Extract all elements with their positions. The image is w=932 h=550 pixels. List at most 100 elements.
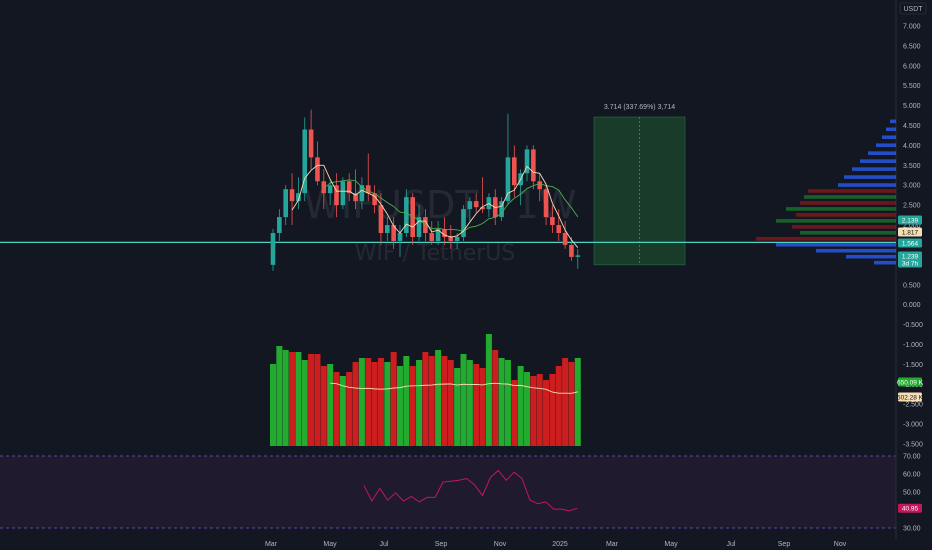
ma-slow-line: [323, 179, 579, 232]
volume-profile-bar: [852, 167, 896, 171]
volume-profile-bar: [816, 248, 896, 253]
time-tick-label: Jul: [727, 541, 736, 548]
price-tick-label: -3.500: [903, 442, 923, 449]
price-tick-label: 3.500: [903, 163, 921, 170]
time-tick-label: Sep: [435, 541, 448, 548]
volume-profile-bar: [800, 201, 896, 205]
volume-profile-bar: [868, 151, 896, 155]
volume-bar: [320, 366, 327, 446]
price-tick-label: 6.500: [903, 43, 921, 50]
time-tick-label: May: [323, 541, 337, 548]
volume-bar: [428, 356, 435, 446]
price-tick-label: 0.500: [903, 282, 921, 289]
candle-body: [429, 233, 435, 241]
volume-bar: [377, 358, 384, 446]
volume-bar: [339, 376, 346, 446]
candle-body: [327, 185, 333, 194]
candle-body: [543, 189, 549, 218]
volume-bar: [282, 350, 289, 446]
price-tick-label: 0.000: [903, 302, 921, 309]
volume-profile-bar: [882, 135, 896, 140]
volume-profile-bar: [800, 231, 896, 235]
volume-profile-bar: [796, 213, 896, 217]
volume-bar: [276, 346, 283, 446]
price-tag-label: 502.28 K: [897, 394, 924, 401]
candle-body: [499, 201, 504, 218]
price-tag: [898, 503, 922, 513]
candle-body: [372, 193, 377, 206]
volume-bar: [327, 364, 334, 446]
candle-body: [283, 189, 288, 218]
volume-ma-line: [330, 382, 578, 394]
candle-body: [448, 236, 454, 241]
volume-bar: [409, 366, 416, 446]
candle-body: [391, 225, 396, 241]
candle-body: [556, 225, 562, 234]
volume-bar: [517, 366, 524, 446]
volume-bar: [301, 360, 308, 446]
volume-profile-bar: [846, 254, 896, 259]
volume-profile-bar: [786, 207, 896, 211]
candle-body: [454, 236, 460, 241]
candle-body: [442, 229, 447, 237]
price-tick-label: 2.500: [903, 203, 921, 210]
currency-label: USDT: [903, 6, 923, 13]
candle-body: [486, 197, 492, 210]
volume-bar: [270, 364, 276, 446]
candle-body: [404, 197, 409, 234]
price-tag: [898, 227, 922, 237]
price-tag: [898, 251, 922, 261]
candle-body: [353, 193, 358, 202]
price-tag: [898, 258, 922, 268]
price-tick-label: -1.500: [903, 362, 923, 369]
candle-body: [550, 217, 555, 226]
measure-tool[interactable]: 3.714 (337.69%) 3,714: [593, 104, 686, 266]
volume-profile-bar: [804, 195, 896, 199]
volume-bar: [466, 360, 473, 446]
volume-bar: [447, 360, 454, 446]
price-tag: [898, 377, 922, 387]
price-tick-label: -2.500: [903, 402, 923, 409]
volume-profile-bar: [792, 225, 896, 229]
candlestick-series: [270, 109, 581, 271]
rsi-tick-label: 50.00: [903, 490, 921, 497]
candle-body: [461, 209, 466, 237]
volume-bar: [492, 350, 499, 446]
candle-body: [315, 157, 320, 182]
candle-body: [321, 181, 327, 194]
candle-body: [562, 233, 568, 245]
candle-body: [480, 207, 485, 210]
time-tick-label: Nov: [494, 541, 507, 548]
candle-body: [575, 255, 581, 257]
price-tick-label: 3.000: [903, 183, 921, 190]
candle-body: [537, 181, 542, 190]
volume-profile-bar: [838, 183, 896, 187]
currency-selector[interactable]: USDT: [899, 2, 927, 15]
price-tag-label: 650.09 K: [897, 379, 924, 386]
time-tick-label: 2025: [552, 541, 568, 548]
candle-body: [270, 233, 276, 265]
price-tick-label: -1.000: [903, 342, 923, 349]
volume-bar: [365, 358, 372, 446]
volume-profile-bar: [874, 260, 896, 265]
time-tick-label: Mar: [265, 541, 278, 548]
volume-bar: [511, 380, 518, 446]
ma-fast-line: [291, 164, 579, 248]
candle-body: [378, 205, 384, 234]
price-tick-label: 5.000: [903, 103, 921, 110]
measure-label: 3.714 (337.69%) 3,714: [604, 104, 675, 111]
price-tick-label: 4.500: [903, 123, 921, 130]
volume-profile-bar: [776, 219, 896, 223]
rsi-tick-label: 70.00: [903, 454, 921, 461]
volume-bar: [371, 362, 378, 446]
volume-bar: [530, 376, 537, 446]
candle-body: [302, 129, 308, 194]
volume-bar: [524, 372, 530, 446]
time-axis[interactable]: Mar May Jul Sep Nov 2025 Mar May Jul Sep Nov: [265, 541, 847, 548]
price-tag: [898, 392, 922, 402]
price-tag: [898, 238, 922, 248]
rsi-tick-label: 30.00: [903, 526, 921, 533]
volume-bar: [422, 352, 429, 446]
price-tag-label: 40.95: [902, 506, 919, 513]
